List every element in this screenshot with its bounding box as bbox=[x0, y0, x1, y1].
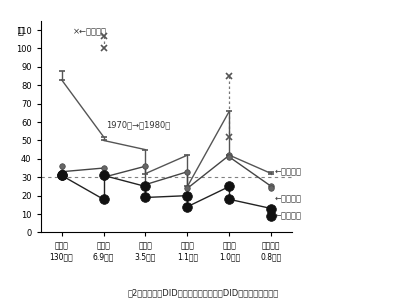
Text: 1970年→　1980年: 1970年→ 1980年 bbox=[105, 121, 169, 130]
Text: ←中間集落: ←中間集落 bbox=[274, 195, 301, 204]
Text: ×←消滅集落: ×←消滅集落 bbox=[73, 27, 107, 36]
Text: 図2　最寄りのDIDへの平均到達時間（DID別・集落類型別）: 図2 最寄りのDIDへの平均到達時間（DID別・集落類型別） bbox=[127, 288, 278, 297]
Y-axis label: 分: 分 bbox=[17, 25, 23, 35]
Text: ←発展集落: ←発展集落 bbox=[274, 211, 301, 221]
Text: ←衰退集落: ←衰退集落 bbox=[274, 167, 301, 176]
